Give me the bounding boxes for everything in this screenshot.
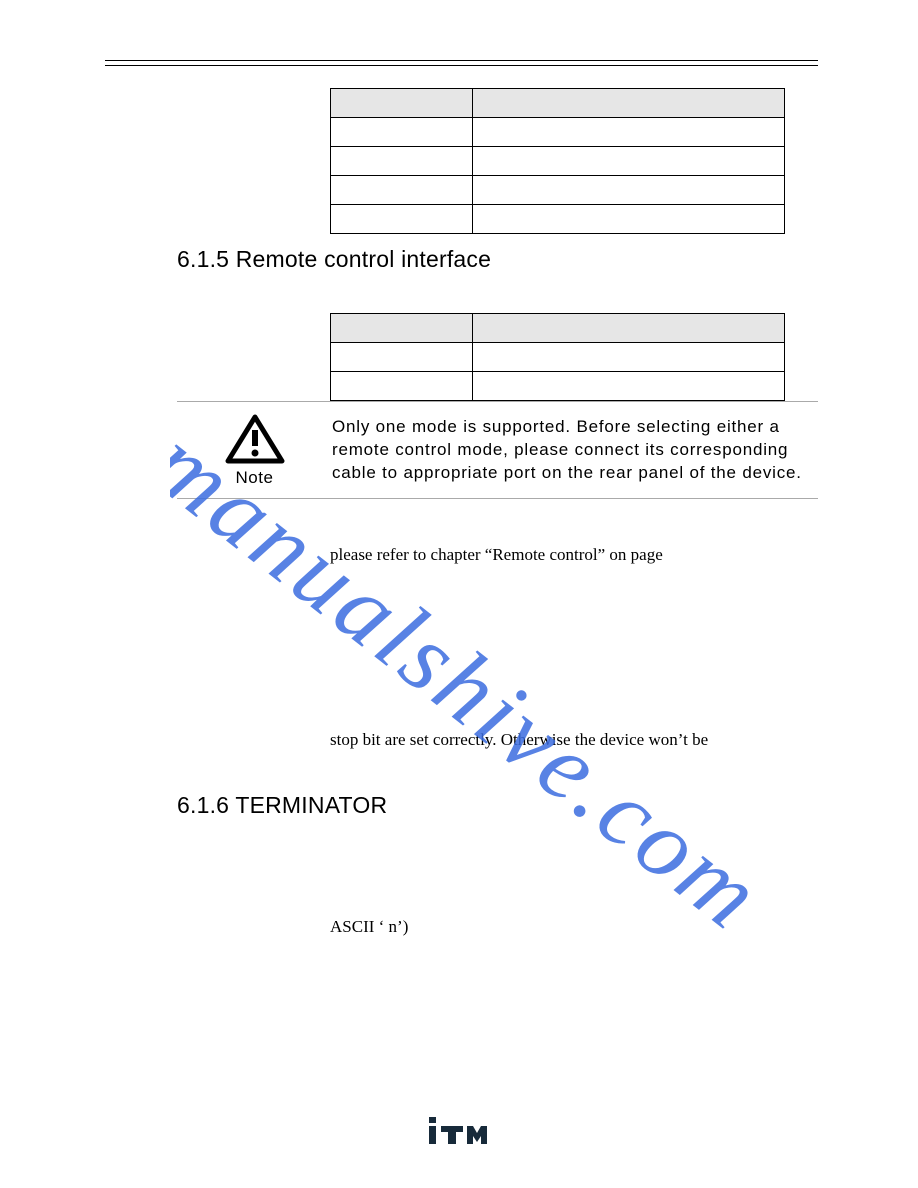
body-fragment-3: ASCII ‘ n’) (330, 915, 818, 940)
table-row (473, 147, 785, 176)
table-row (473, 205, 785, 234)
table-row (331, 89, 473, 118)
table-row (331, 118, 473, 147)
note-label: Note (177, 468, 332, 488)
table-row (331, 176, 473, 205)
table-row (331, 372, 473, 401)
table-row (473, 372, 785, 401)
table-row (473, 314, 785, 343)
top-table (330, 88, 785, 234)
section-heading-615: 6.1.5 Remote control interface (177, 246, 818, 273)
header-rule (105, 60, 818, 66)
note-text: Only one mode is supported. Before selec… (332, 414, 818, 485)
table-row (331, 343, 473, 372)
mid-table (330, 313, 785, 401)
table-row (473, 118, 785, 147)
table-row (473, 343, 785, 372)
section-heading-616: 6.1.6 TERMINATOR (177, 792, 818, 819)
footer-logo (427, 1116, 491, 1144)
table-row (331, 314, 473, 343)
table-row (331, 205, 473, 234)
note-box: Note Only one mode is supported. Before … (177, 401, 818, 499)
body-fragment-1: please refer to chapter “Remote control”… (330, 543, 818, 568)
table-row (473, 89, 785, 118)
body-fragment-2: stop bit are set correctly. Otherwise th… (330, 728, 818, 753)
table-row (473, 176, 785, 205)
table-row (331, 147, 473, 176)
warning-icon (225, 414, 285, 464)
